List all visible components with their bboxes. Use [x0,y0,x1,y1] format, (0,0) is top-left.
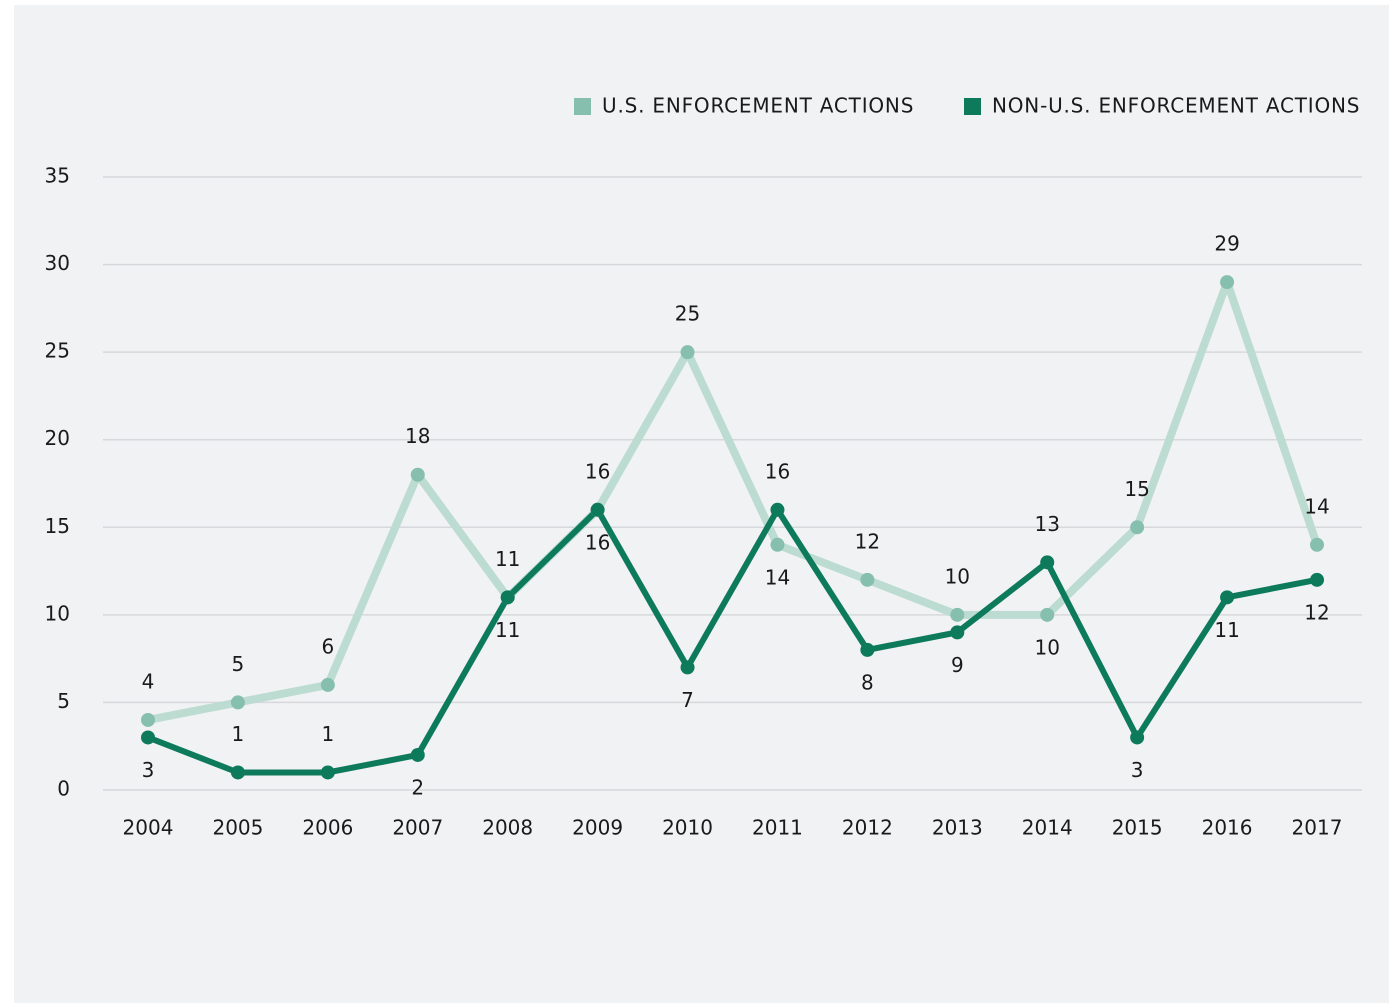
x-tick-label: 2009 [572,816,623,840]
point [860,642,875,657]
legend-swatch [964,98,981,115]
data-label: 10 [1035,635,1060,659]
point [1130,730,1145,745]
x-tick-label: 2008 [482,816,533,840]
data-label: 11 [1214,618,1239,642]
y-tick-label: 25 [45,339,70,363]
data-label: 14 [1304,494,1329,518]
panel [14,5,1389,1003]
data-label: 15 [1124,477,1149,501]
data-label: 1 [232,722,245,746]
data-label: 12 [1304,600,1329,624]
data-label: 16 [585,459,610,483]
data-label: 3 [1131,758,1144,782]
point [1220,590,1235,605]
data-label: 25 [675,302,700,326]
data-label: 9 [951,653,964,677]
series-line [147,278,1321,724]
point [950,607,965,622]
x-tick-label: 2010 [662,816,713,840]
point [1310,572,1324,587]
data-label: 2 [411,775,424,799]
data-label: 18 [405,424,430,448]
data-label: 16 [585,530,610,554]
point [1220,275,1235,290]
point [1130,520,1145,535]
point [320,677,335,692]
legend-swatch [574,98,591,115]
data-label: 29 [1214,232,1239,256]
y-tick-label: 35 [45,164,70,188]
y-tick-label: 15 [45,514,70,538]
x-tick-label: 2014 [1022,816,1073,840]
point [860,572,875,587]
legend-label: U.S. ENFORCEMENT ACTIONS [602,94,914,118]
point [410,747,425,762]
x-tick-label: 2013 [932,816,983,840]
data-label: 8 [861,670,874,694]
data-label: 11 [495,547,520,571]
data-label: 14 [765,565,790,589]
legend-label: NON-U.S. ENFORCEMENT ACTIONS [992,94,1360,118]
data-label: 11 [495,618,520,642]
point [680,345,695,360]
x-tick-label: 2007 [392,816,443,840]
x-tick-label: 2004 [123,816,174,840]
point [410,467,425,482]
data-label: 13 [1035,512,1060,536]
x-tick-label: 2012 [842,816,893,840]
point [770,502,785,517]
y-tick-label: 0 [57,777,70,801]
point [230,765,245,780]
point [1040,555,1055,570]
x-tick-label: 2017 [1292,816,1343,840]
data-label: 10 [945,564,970,588]
y-tick-label: 5 [57,689,70,713]
point [1310,537,1324,552]
point [1040,607,1055,622]
point [320,765,335,780]
point [590,502,605,517]
point [141,712,155,727]
data-label: 3 [142,758,155,782]
point [500,590,515,605]
x-tick-label: 2006 [302,816,353,840]
data-label: 6 [321,634,334,658]
x-tick-label: 2011 [752,816,803,840]
data-label: 4 [142,669,155,693]
x-tick-label: 2005 [212,816,263,840]
x-tick-label: 2015 [1112,816,1163,840]
data-label: 1 [321,722,334,746]
series-line [146,506,1318,776]
data-label: 7 [681,688,694,712]
data-label: 12 [855,529,880,553]
point [950,625,965,640]
y-tick-label: 10 [45,601,70,625]
point [680,660,695,675]
y-tick-label: 30 [45,251,70,275]
point [230,695,245,710]
data-label: 16 [765,459,790,483]
x-tick-label: 2016 [1202,816,1253,840]
data-label: 5 [232,652,245,676]
point [141,730,155,745]
y-tick-label: 20 [45,426,70,450]
point [770,537,785,552]
